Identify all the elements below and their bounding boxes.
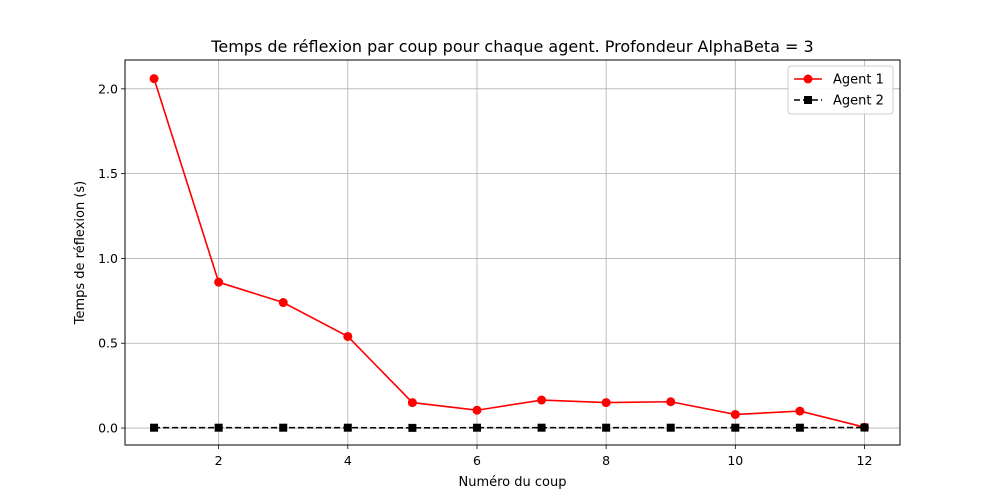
data-point bbox=[472, 406, 481, 415]
y-tick-label: 1.5 bbox=[98, 166, 118, 181]
data-point bbox=[214, 278, 223, 287]
data-point bbox=[279, 298, 288, 307]
y-tick-label: 0.0 bbox=[98, 421, 118, 436]
x-tick-label: 6 bbox=[473, 453, 481, 468]
chart-title: Temps de réflexion par coup pour chaque … bbox=[210, 37, 813, 56]
data-point bbox=[537, 396, 546, 405]
y-tick-label: 2.0 bbox=[98, 81, 118, 96]
data-point bbox=[860, 424, 868, 432]
data-point bbox=[343, 332, 352, 341]
data-point bbox=[473, 424, 481, 432]
x-tick-label: 10 bbox=[727, 453, 743, 468]
legend-marker bbox=[804, 75, 813, 84]
y-axis-label: Temps de réflexion (s) bbox=[73, 181, 88, 326]
legend-label: Agent 1 bbox=[833, 73, 884, 88]
data-point bbox=[796, 424, 804, 432]
data-point bbox=[150, 74, 159, 83]
data-point bbox=[150, 424, 158, 432]
data-point bbox=[538, 424, 546, 432]
data-point bbox=[731, 424, 739, 432]
data-point bbox=[215, 424, 223, 432]
data-point bbox=[666, 397, 675, 406]
x-tick-label: 2 bbox=[215, 453, 223, 468]
y-tick-label: 1.0 bbox=[98, 251, 118, 266]
x-axis-label: Numéro du coup bbox=[459, 475, 567, 490]
x-tick-label: 8 bbox=[602, 453, 610, 468]
x-tick-label: 4 bbox=[344, 453, 352, 468]
data-point bbox=[279, 424, 287, 432]
y-tick-label: 0.5 bbox=[98, 336, 118, 351]
legend-marker bbox=[804, 96, 812, 104]
data-point bbox=[731, 410, 740, 419]
data-point bbox=[602, 398, 611, 407]
data-point bbox=[408, 424, 416, 432]
legend: Agent 1 Agent 2 bbox=[788, 66, 893, 114]
x-tick-label: 12 bbox=[857, 453, 873, 468]
data-point bbox=[667, 424, 675, 432]
legend-label: Agent 2 bbox=[833, 94, 884, 109]
data-point bbox=[795, 407, 804, 416]
data-point bbox=[344, 424, 352, 432]
data-point bbox=[408, 398, 417, 407]
data-point bbox=[602, 424, 610, 432]
